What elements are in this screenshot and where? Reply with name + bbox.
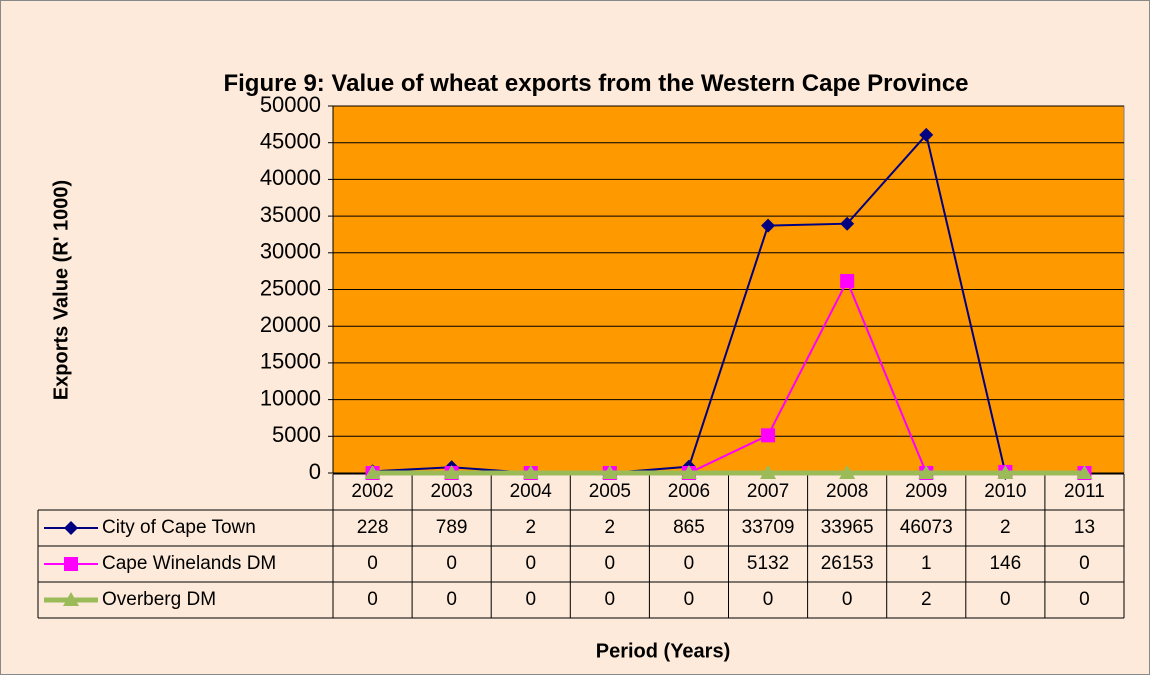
point xyxy=(840,274,855,289)
table-value: 0 xyxy=(1079,553,1090,574)
point xyxy=(680,465,697,479)
x-tick-label: 2011 xyxy=(1064,481,1105,502)
table-value: 2 xyxy=(921,589,932,610)
table-value: 0 xyxy=(763,589,774,610)
y-axis-label: Exports Value (R' 1000) xyxy=(50,180,72,400)
table-value: 228 xyxy=(357,517,389,538)
x-tick-label: 2007 xyxy=(747,481,789,502)
chart-title: Figure 9: Value of wheat exports from th… xyxy=(223,70,969,97)
table-value: 0 xyxy=(446,589,457,610)
point xyxy=(522,465,539,479)
x-axis-label: Period (Years) xyxy=(596,640,731,662)
legend-marker xyxy=(63,592,79,606)
table-value: 2 xyxy=(525,517,536,538)
point xyxy=(601,465,618,479)
table-value: 0 xyxy=(605,589,616,610)
y-tick-label: 30000 xyxy=(260,239,321,264)
table-value: 13 xyxy=(1074,517,1095,538)
table-value: 1 xyxy=(921,553,932,574)
y-tick-label: 35000 xyxy=(260,202,321,227)
x-tick-label: 2010 xyxy=(984,481,1026,502)
y-tick-label: 0 xyxy=(309,459,321,484)
y-tick-label: 50000 xyxy=(260,92,321,117)
x-tick-label: 2003 xyxy=(431,481,473,502)
point xyxy=(997,465,1014,479)
point xyxy=(760,465,777,479)
table-value: 0 xyxy=(842,589,853,610)
table-value: 789 xyxy=(436,517,468,538)
y-tick-label: 40000 xyxy=(260,165,321,190)
table-value: 0 xyxy=(367,553,378,574)
table-value: 0 xyxy=(525,553,536,574)
table-value: 0 xyxy=(684,589,695,610)
legend-label: City of Cape Town xyxy=(102,517,256,538)
point xyxy=(443,465,460,479)
table-value: 0 xyxy=(1079,589,1090,610)
legend-label: Overberg DM xyxy=(102,589,216,610)
x-tick-label: 2009 xyxy=(905,481,947,502)
legend-marker xyxy=(64,557,78,571)
table-value: 865 xyxy=(673,517,705,538)
point xyxy=(761,428,776,443)
table-value: 0 xyxy=(684,553,695,574)
table-value: 0 xyxy=(446,553,457,574)
legend-label: Cape Winelands DM xyxy=(102,553,276,574)
table-value: 33709 xyxy=(742,517,795,538)
point xyxy=(919,127,934,142)
y-tick-label: 20000 xyxy=(260,312,321,337)
x-tick-label: 2002 xyxy=(351,481,393,502)
point xyxy=(840,216,855,231)
y-tick-label: 10000 xyxy=(260,385,321,410)
table-value: 146 xyxy=(989,553,1021,574)
table-value: 33965 xyxy=(821,517,874,538)
point xyxy=(918,464,935,479)
table-value: 2 xyxy=(1000,517,1011,538)
table-value: 46073 xyxy=(900,517,953,538)
legend-marker xyxy=(64,521,78,535)
table-value: 0 xyxy=(525,589,536,610)
series-line xyxy=(372,132,1085,474)
point xyxy=(364,465,381,479)
point xyxy=(761,218,776,233)
x-tick-label: 2004 xyxy=(510,481,553,502)
x-tick-label: 2008 xyxy=(826,481,868,502)
table-value: 26153 xyxy=(821,553,874,574)
x-tick-label: 2005 xyxy=(589,481,631,502)
table-value: 0 xyxy=(1000,589,1011,610)
point xyxy=(839,465,856,479)
point xyxy=(1076,465,1093,479)
y-tick-label: 15000 xyxy=(260,349,321,374)
x-tick-label: 2006 xyxy=(668,481,710,502)
table-value: 5132 xyxy=(747,553,789,574)
table-value: 2 xyxy=(605,517,616,538)
y-tick-label: 45000 xyxy=(260,129,321,154)
table-value: 0 xyxy=(367,589,378,610)
y-tick-label: 25000 xyxy=(260,275,321,300)
y-tick-label: 5000 xyxy=(272,422,321,447)
table-value: 0 xyxy=(605,553,616,574)
